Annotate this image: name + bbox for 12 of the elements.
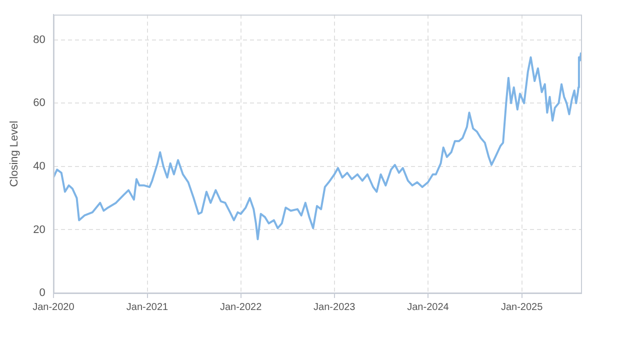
y-tick-label: 40 (33, 160, 46, 172)
y-tick-label: 60 (33, 97, 46, 110)
x-tick-label: Jan-2021 (126, 302, 169, 313)
y-tick-label: 80 (33, 34, 46, 46)
x-tick-label: Jan-2020 (32, 302, 75, 313)
x-tick-label: Jan-2022 (220, 302, 262, 313)
y-axis-title: Closing Level (8, 120, 21, 187)
x-tick-label: Jan-2025 (500, 302, 544, 313)
y-tick-label: 20 (33, 224, 46, 236)
x-tick-label: Jan-2023 (314, 302, 356, 313)
x-tick-label: Jan-2024 (407, 302, 450, 313)
y-tick-label: 0 (39, 287, 46, 300)
